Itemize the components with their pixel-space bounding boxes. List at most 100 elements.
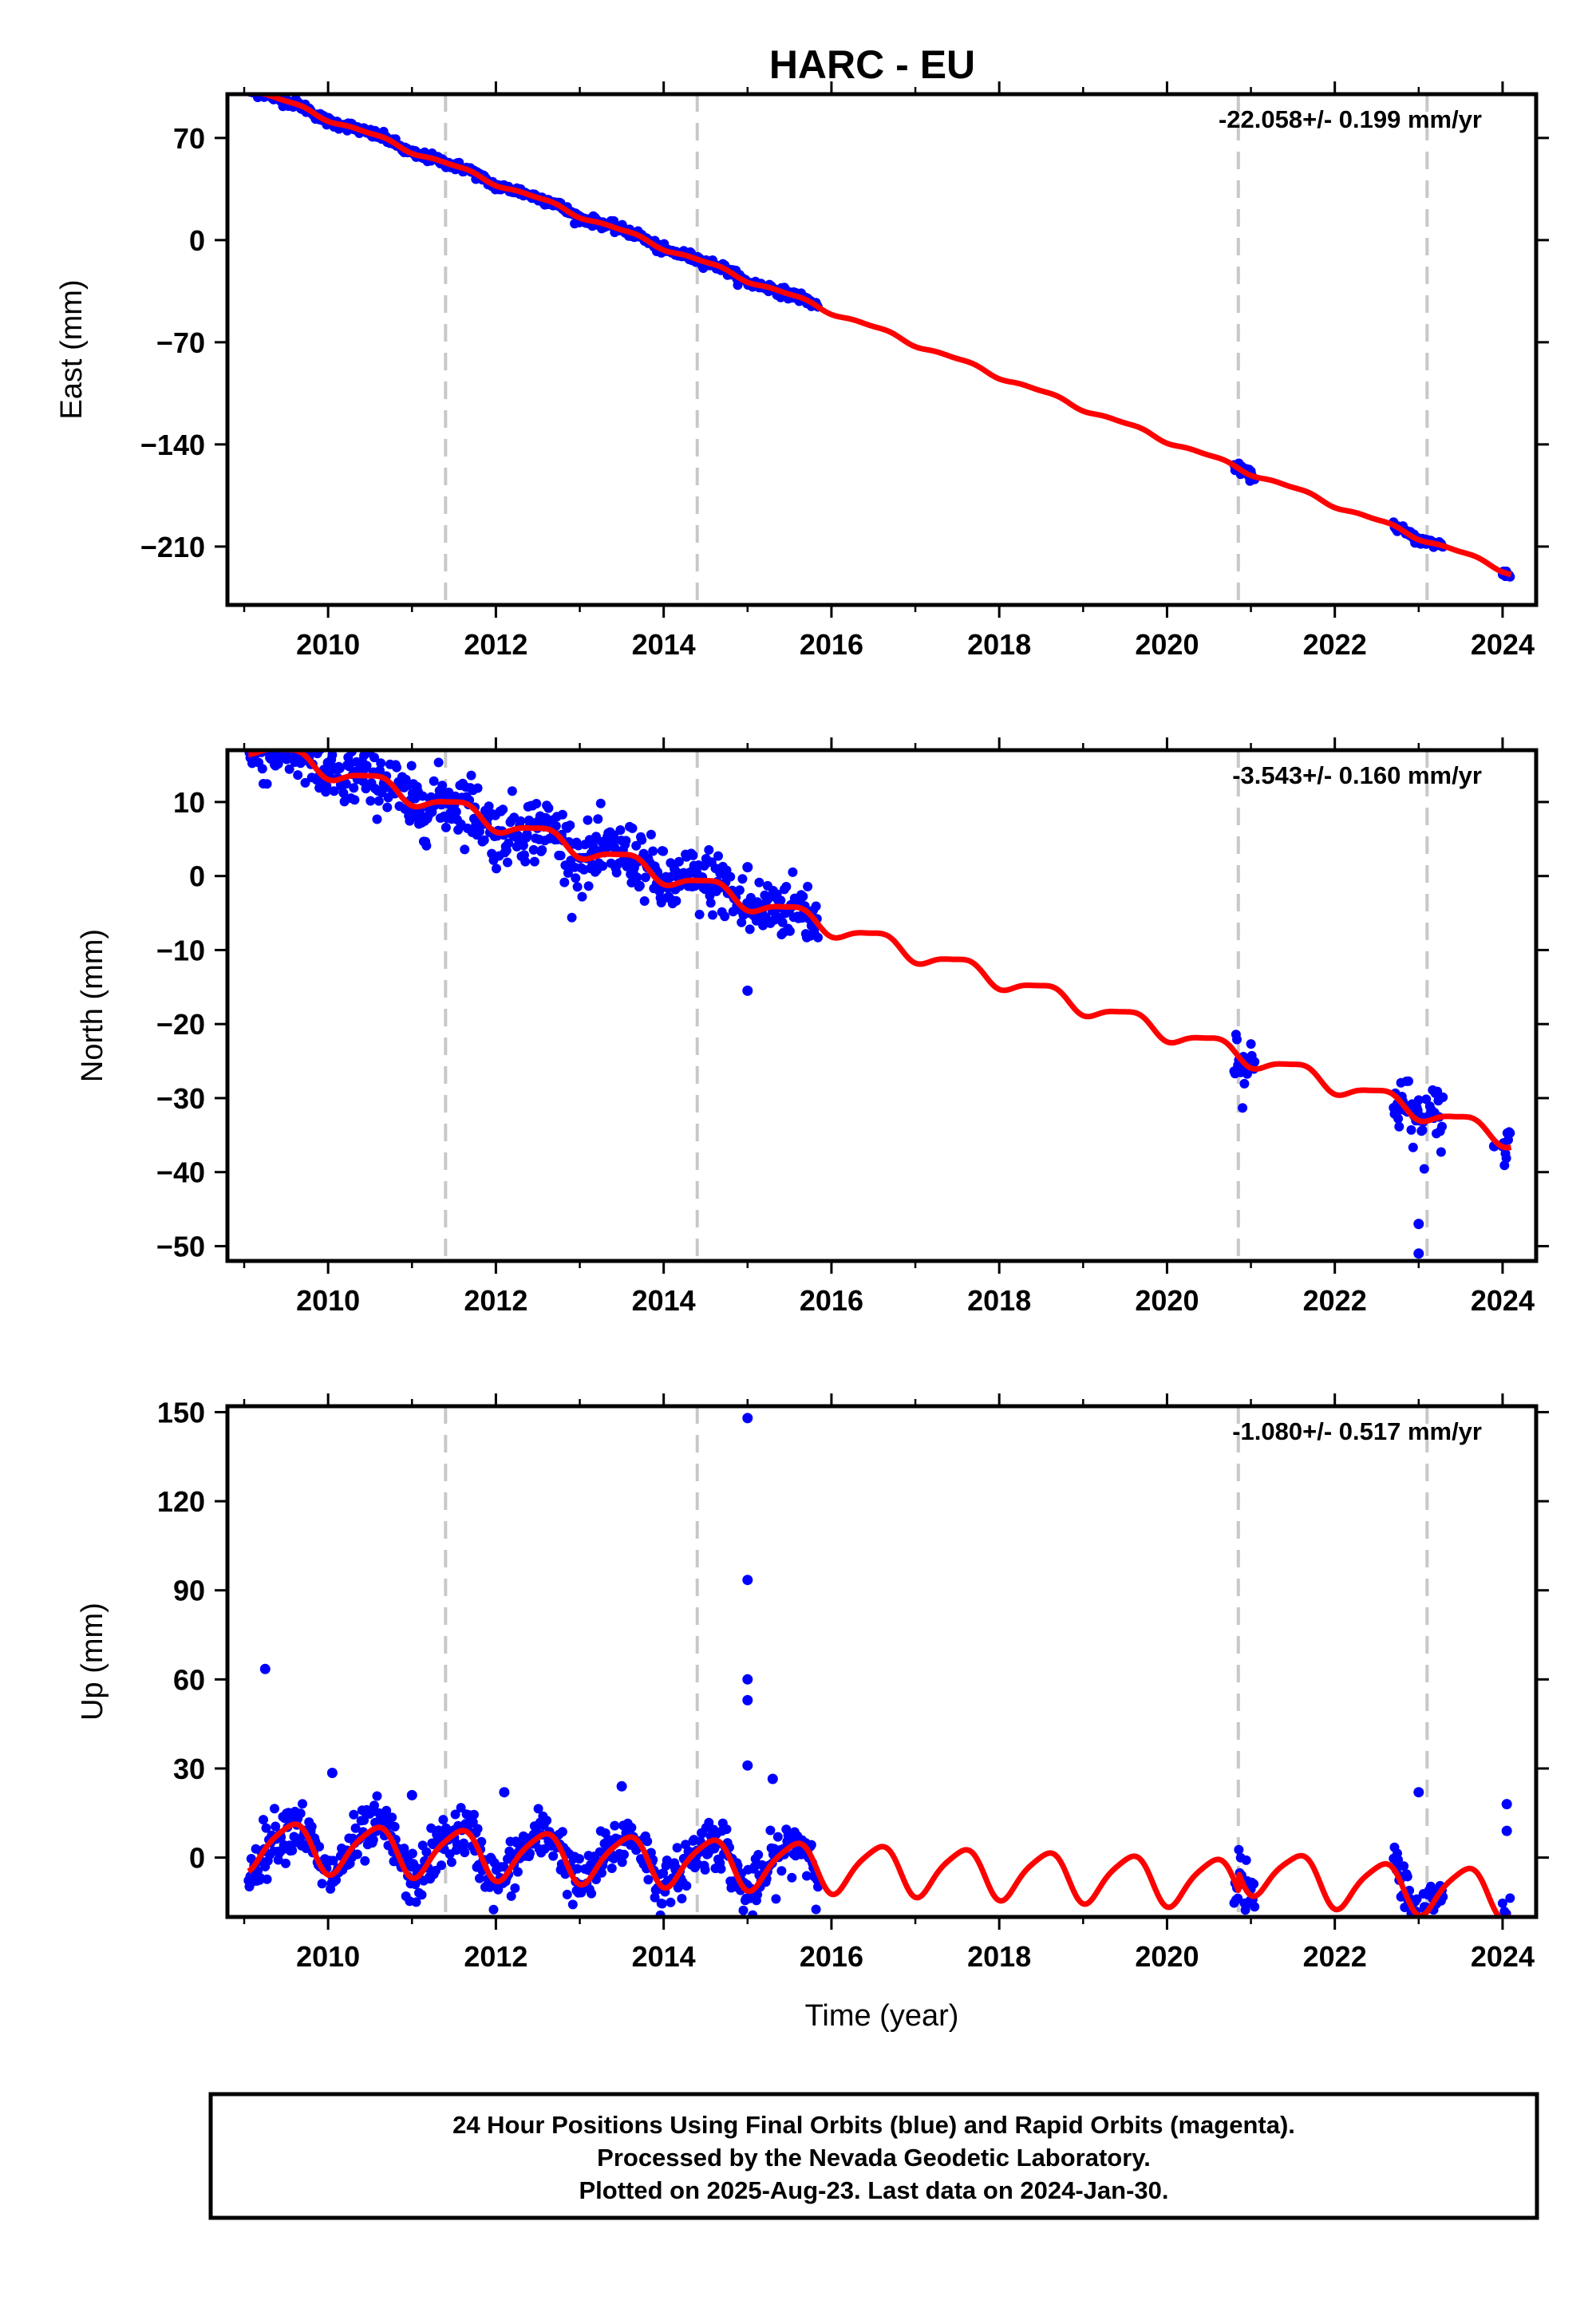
up-data-point [460, 1848, 470, 1858]
north-data-point [466, 770, 476, 781]
north-data-point [634, 880, 645, 891]
north-outlier-point [1413, 1248, 1424, 1259]
north-data-point [674, 856, 684, 867]
up-data-point [542, 1816, 552, 1826]
north-data-point [501, 845, 512, 856]
up-data-point [1497, 1898, 1507, 1908]
up-data-point [811, 1904, 821, 1915]
north-data-point [551, 821, 561, 831]
north-data-point [803, 881, 813, 891]
north-y-tick-label: −50 [156, 1230, 205, 1263]
north-data-point [373, 796, 384, 806]
north-data-point [1406, 1124, 1416, 1135]
north-data-point [611, 868, 622, 878]
up-outlier-point [1413, 1787, 1424, 1798]
up-data-point [469, 1809, 479, 1820]
east-x-tick-label: 2012 [464, 628, 527, 661]
north-data-point [522, 829, 532, 840]
up-y-tick-label: 90 [173, 1575, 205, 1607]
north-data-point [349, 783, 359, 793]
north-data-point [595, 798, 606, 808]
north-data-point [737, 874, 748, 884]
north-data-point [1419, 1164, 1429, 1174]
north-data-point [705, 898, 716, 908]
up-data-point [488, 1904, 499, 1915]
up-data-point [314, 1841, 325, 1852]
up-data-point [772, 1832, 783, 1842]
up-data-point [287, 1845, 298, 1856]
up-data-point [331, 1875, 342, 1885]
up-outlier-point [406, 1789, 417, 1800]
north-outlier-point [742, 862, 753, 873]
north-data-point [1232, 1034, 1242, 1045]
up-data-point [506, 1891, 516, 1901]
up-data-point [456, 1803, 466, 1813]
north-data-point [361, 761, 372, 771]
north-data-point [688, 850, 698, 860]
north-data-point [1246, 1039, 1256, 1049]
up-y-tick-label: 30 [173, 1753, 205, 1785]
east-x-tick-label: 2010 [296, 628, 360, 661]
north-x-tick-label: 2010 [296, 1284, 360, 1317]
north-data-point [543, 803, 554, 813]
east-plot-frame [225, 92, 1539, 607]
up-data-point [619, 1849, 629, 1860]
north-data-point [429, 776, 439, 786]
up-data-point [626, 1823, 637, 1832]
north-data-point [1505, 1128, 1515, 1138]
up-data-point [567, 1899, 578, 1910]
up-data-point [650, 1892, 660, 1903]
up-data-point [704, 1817, 714, 1828]
north-data-point [689, 881, 700, 891]
up-data-point [776, 1866, 787, 1876]
north-x-tick-label: 2020 [1135, 1284, 1199, 1317]
east-x-tick-label: 2014 [632, 628, 696, 661]
up-data-point [438, 1815, 448, 1825]
north-data-point [338, 788, 349, 798]
north-x-tick-label: 2024 [1471, 1284, 1535, 1317]
north-data-point [1408, 1142, 1418, 1152]
north-data-point [571, 873, 581, 883]
north-outlier-point [1413, 1219, 1424, 1230]
north-data-point [555, 851, 566, 860]
up-data-point [533, 1804, 543, 1814]
up-x-tick-label: 2016 [800, 1940, 863, 1973]
east-y-axis-label: East (mm) [55, 279, 89, 419]
north-data-point [784, 926, 795, 936]
up-x-tick-label: 2020 [1135, 1940, 1199, 1973]
up-data-point [476, 1836, 487, 1847]
up-data-point [499, 1862, 509, 1872]
north-data-point [737, 917, 747, 927]
north-data-point [1394, 1121, 1404, 1132]
north-data-point [811, 901, 821, 911]
north-data-point [1250, 1057, 1260, 1067]
up-data-point [643, 1875, 654, 1885]
up-y-tick-label: 120 [157, 1485, 205, 1518]
up-data-point [525, 1848, 535, 1859]
north-data-point [713, 851, 723, 861]
up-data-point [306, 1821, 317, 1832]
up-data-point [298, 1799, 307, 1809]
up-data-point [328, 1856, 338, 1866]
north-data-point [1404, 1076, 1413, 1086]
up-x-tick-label: 2010 [296, 1940, 360, 1973]
up-x-tick-label: 2014 [632, 1940, 696, 1973]
up-data-point [721, 1824, 732, 1835]
north-data-point [1238, 1103, 1248, 1113]
up-data-point [459, 1838, 469, 1848]
north-y-axis-label: North (mm) [76, 929, 109, 1082]
north-data-point [725, 871, 736, 882]
north-plot-frame [225, 748, 1539, 1263]
north-data-point [372, 814, 382, 824]
up-data-point [426, 1823, 437, 1833]
up-data-point [617, 1857, 627, 1867]
up-data-point [417, 1890, 427, 1900]
north-data-point [369, 753, 379, 763]
north-data-point [322, 781, 332, 791]
east-model-line [251, 94, 1513, 578]
north-data-point [577, 891, 587, 902]
up-data-point [472, 1824, 483, 1834]
north-data-point [1413, 1095, 1424, 1105]
up-data-point [381, 1805, 392, 1816]
up-data-point [450, 1809, 460, 1820]
